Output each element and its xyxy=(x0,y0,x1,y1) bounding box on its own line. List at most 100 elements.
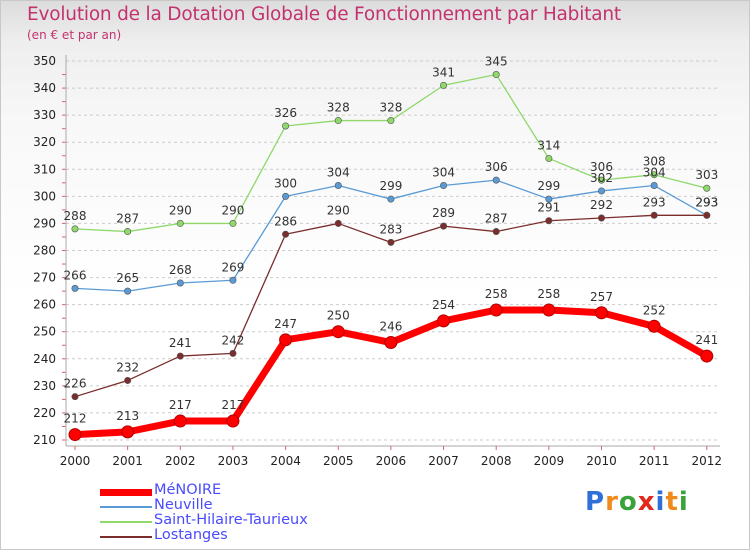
point-m-noire-2002 xyxy=(173,414,187,428)
data-label-saint-hilaire-taurieux-2012: 303 xyxy=(695,168,718,182)
logo-letter: i xyxy=(678,487,689,517)
x-tick-label-2001: 2001 xyxy=(112,454,143,468)
x-tick-label-2007: 2007 xyxy=(428,454,459,468)
data-label-m-noire-2007: 254 xyxy=(432,298,455,312)
point-m-noire-2000 xyxy=(68,428,82,442)
data-label-neuville-2000: 266 xyxy=(64,268,87,282)
data-label-lostanges-2001: 232 xyxy=(116,360,139,374)
point-lostanges-2006 xyxy=(387,238,395,246)
legend-label-m-noire: MéNOIRE xyxy=(154,482,222,498)
x-axis-ticks: 2000 2001 2002 2003 2004 2005 2006 2007 2008 2009… xyxy=(60,454,722,468)
series-saint-hilaire-taurieux xyxy=(71,71,711,236)
y-tick-label-350: 350 xyxy=(33,54,56,68)
point-saint-hilaire-taurieux-2004 xyxy=(282,122,290,130)
data-label-m-noire-2004: 247 xyxy=(274,317,297,331)
data-label-lostanges-2003: 242 xyxy=(221,333,244,347)
y-tick-label-300: 300 xyxy=(33,189,56,203)
point-saint-hilaire-taurieux-2005 xyxy=(334,117,342,125)
data-label-saint-hilaire-taurieux-2006: 328 xyxy=(379,101,402,115)
legend-label-lostanges: Lostanges xyxy=(154,527,228,543)
y-tick-label-330: 330 xyxy=(33,108,56,122)
point-neuville-2006 xyxy=(387,195,395,203)
x-tick-label-2002: 2002 xyxy=(165,454,196,468)
point-neuville-2008 xyxy=(492,176,500,184)
logo-letter: r xyxy=(605,487,619,517)
legend-swatch-m-noire xyxy=(100,488,152,496)
logo-letter: P xyxy=(585,487,606,517)
data-label-neuville-2003: 269 xyxy=(221,260,244,274)
logo-letter: t xyxy=(665,487,679,517)
data-label-lostanges-2010: 292 xyxy=(590,198,613,212)
data-label-lostanges-2011: 293 xyxy=(643,195,666,209)
data-label-saint-hilaire-taurieux-2000: 288 xyxy=(64,209,87,223)
point-m-noire-2004 xyxy=(279,333,293,347)
series-lostanges xyxy=(71,211,711,401)
y-tick-label-320: 320 xyxy=(33,135,56,149)
point-m-noire-2006 xyxy=(384,336,398,350)
data-label-lostanges-2012: 293 xyxy=(695,195,718,209)
point-lostanges-2000 xyxy=(71,393,79,401)
data-label-neuville-2012: 293 xyxy=(695,195,718,209)
data-label-m-noire-2002: 217 xyxy=(169,398,192,412)
x-tick-label-2009: 2009 xyxy=(534,454,565,468)
series-m-noire xyxy=(68,303,714,442)
data-label-m-noire-2001: 213 xyxy=(116,409,139,423)
data-label-saint-hilaire-taurieux-2011: 308 xyxy=(643,155,666,169)
data-label-m-noire-2009: 258 xyxy=(537,287,560,301)
point-neuville-2000 xyxy=(71,284,79,292)
y-tick-label-280: 280 xyxy=(33,244,56,258)
legend-label-saint-hilaire-taurieux: Saint-Hilaire-Taurieux xyxy=(154,512,308,528)
data-label-saint-hilaire-taurieux-2001: 287 xyxy=(116,212,139,226)
data-label-saint-hilaire-taurieux-2005: 328 xyxy=(327,101,350,115)
point-neuville-2003 xyxy=(229,276,237,284)
y-tick-label-240: 240 xyxy=(33,352,56,366)
point-neuville-2011 xyxy=(650,182,658,190)
x-tick-label-2011: 2011 xyxy=(639,454,670,468)
x-tick-label-2012: 2012 xyxy=(692,454,723,468)
data-label-m-noire-2008: 258 xyxy=(485,287,508,301)
data-label-lostanges-2007: 289 xyxy=(432,206,455,220)
point-saint-hilaire-taurieux-2002 xyxy=(176,219,184,227)
point-lostanges-2004 xyxy=(282,230,290,238)
point-neuville-2004 xyxy=(282,192,290,200)
series-neuville xyxy=(71,176,711,295)
point-lostanges-2003 xyxy=(229,349,237,357)
data-label-saint-hilaire-taurieux-2004: 326 xyxy=(274,106,297,120)
point-m-noire-2007 xyxy=(437,314,451,328)
y-axis-ticks: 210 220 230 240 250 260 270 280 290 300 310 320 330 3… xyxy=(33,54,56,447)
x-tick-label-2000: 2000 xyxy=(60,454,91,468)
data-labels-layer: 288 287 290 290 326 328 328 341 345 314 306 308 303 2… xyxy=(64,55,719,426)
data-label-saint-hilaire-taurieux-2010: 306 xyxy=(590,160,613,174)
data-label-lostanges-2004: 286 xyxy=(274,214,297,228)
data-label-saint-hilaire-taurieux-2009: 314 xyxy=(537,138,560,152)
data-label-lostanges-2002: 241 xyxy=(169,336,192,350)
point-saint-hilaire-taurieux-2011 xyxy=(650,171,658,179)
data-label-lostanges-2006: 283 xyxy=(379,222,402,236)
point-neuville-2009 xyxy=(545,195,553,203)
axes xyxy=(62,55,720,450)
logo-letter: x xyxy=(637,487,656,517)
point-lostanges-2011 xyxy=(650,211,658,219)
data-label-neuville-2004: 300 xyxy=(274,176,297,190)
data-label-m-noire-2006: 246 xyxy=(379,320,402,334)
data-label-neuville-2001: 265 xyxy=(116,271,139,285)
point-neuville-2001 xyxy=(124,287,132,295)
x-tick-label-2005: 2005 xyxy=(323,454,354,468)
data-label-m-noire-2003: 217 xyxy=(221,398,244,412)
point-m-noire-2011 xyxy=(647,319,661,333)
logo-letter: o xyxy=(618,487,638,517)
point-m-noire-2010 xyxy=(595,306,608,320)
x-tick-label-2003: 2003 xyxy=(218,454,249,468)
y-tick-label-260: 260 xyxy=(33,298,56,312)
data-label-neuville-2006: 299 xyxy=(379,179,402,193)
data-label-lostanges-2005: 290 xyxy=(327,203,350,217)
point-lostanges-2001 xyxy=(124,376,132,384)
data-label-saint-hilaire-taurieux-2002: 290 xyxy=(169,203,192,217)
y-tick-label-340: 340 xyxy=(33,81,56,95)
data-label-m-noire-2000: 212 xyxy=(64,412,87,426)
data-label-neuville-2008: 306 xyxy=(485,160,508,174)
series-layer xyxy=(68,71,714,442)
chart-subtitle: (en € et par an) xyxy=(27,28,122,42)
